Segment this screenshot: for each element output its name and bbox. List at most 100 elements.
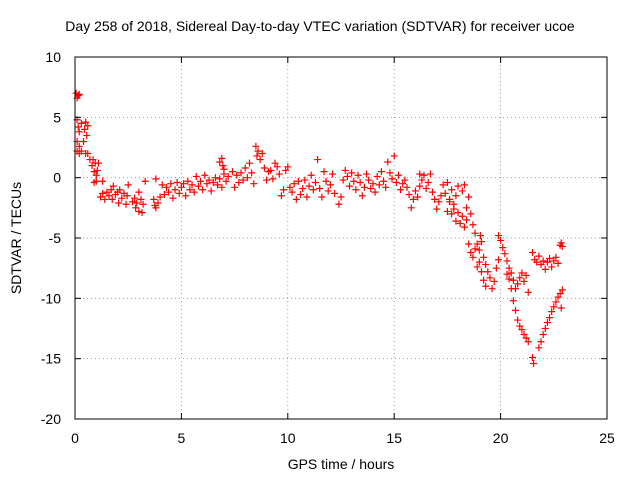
data-point — [501, 250, 509, 258]
data-point — [422, 185, 430, 193]
data-point — [494, 232, 502, 240]
data-point — [254, 147, 262, 155]
data-point — [407, 204, 415, 212]
data-point — [282, 166, 290, 174]
data-point — [318, 193, 326, 201]
data-point — [75, 128, 83, 136]
data-point — [214, 181, 222, 189]
data-point — [554, 259, 562, 267]
data-point — [115, 199, 123, 207]
data-point — [365, 176, 373, 184]
data-point — [530, 359, 538, 367]
data-point — [537, 338, 545, 346]
data-point — [169, 194, 177, 202]
data-point — [416, 170, 424, 178]
data-point — [82, 118, 90, 126]
data-point — [384, 158, 392, 166]
data-point — [128, 198, 136, 206]
x-axis-label: GPS time / hours — [287, 456, 395, 472]
data-point — [456, 220, 464, 228]
y-tick-label: -5 — [49, 230, 62, 246]
data-point — [522, 334, 530, 342]
data-point — [543, 258, 551, 266]
data-point — [557, 304, 565, 312]
data-point — [99, 177, 107, 185]
data-point — [139, 200, 147, 208]
data-point — [437, 192, 445, 200]
data-point — [337, 193, 345, 201]
data-point — [418, 176, 426, 184]
data-point — [469, 221, 477, 229]
data-point — [253, 152, 261, 160]
data-point — [373, 172, 381, 180]
data-point — [77, 147, 85, 155]
data-point — [216, 175, 224, 183]
data-point — [480, 253, 488, 261]
data-point — [377, 168, 385, 176]
data-point — [399, 180, 407, 188]
data-point — [473, 263, 481, 271]
data-point — [99, 189, 107, 197]
data-point — [475, 258, 483, 266]
data-point — [443, 178, 451, 186]
data-point — [507, 285, 515, 293]
data-point — [118, 194, 126, 202]
data-point — [222, 177, 230, 185]
data-point — [299, 185, 307, 193]
data-point — [156, 193, 164, 201]
data-point — [448, 210, 456, 218]
data-point — [546, 255, 554, 263]
data-point — [109, 182, 117, 190]
data-point — [516, 274, 524, 282]
data-point — [150, 195, 158, 203]
data-point — [546, 314, 554, 322]
y-tick-label: -15 — [41, 351, 61, 367]
data-point — [84, 122, 92, 130]
data-point — [301, 176, 309, 184]
chart-title: Day 258 of 2018, Sidereal Day-to-day VTE… — [65, 18, 575, 34]
data-point — [543, 318, 551, 326]
data-point — [103, 188, 111, 196]
data-point — [260, 164, 268, 172]
data-point — [548, 263, 556, 271]
data-point — [290, 180, 298, 188]
data-point — [505, 264, 513, 272]
data-point — [107, 186, 115, 194]
data-point — [331, 189, 339, 197]
data-point — [207, 187, 215, 195]
data-point — [460, 223, 468, 231]
data-point — [346, 182, 354, 190]
data-point — [535, 344, 543, 352]
data-point — [122, 200, 130, 208]
data-point — [75, 142, 83, 150]
data-point — [307, 171, 315, 179]
data-point — [535, 252, 543, 260]
data-point — [74, 92, 82, 100]
data-point — [439, 181, 447, 189]
x-tick-label: 25 — [599, 430, 615, 446]
data-point — [539, 257, 547, 265]
data-point — [173, 178, 181, 186]
data-point — [305, 182, 313, 190]
data-point — [124, 181, 132, 189]
data-point — [486, 274, 494, 282]
data-point — [471, 245, 479, 253]
data-point — [182, 192, 190, 200]
data-point — [75, 90, 83, 98]
data-point — [84, 150, 92, 158]
data-point — [74, 123, 82, 131]
data-point — [180, 180, 188, 188]
y-axis-label: SDTVAR / TECUs — [8, 181, 24, 295]
data-point — [292, 195, 300, 203]
data-point — [248, 169, 256, 177]
data-point — [529, 353, 537, 361]
data-point — [505, 275, 513, 283]
data-point — [239, 176, 247, 184]
data-point — [116, 186, 124, 194]
data-point — [186, 186, 194, 194]
data-point — [350, 177, 358, 185]
data-point — [197, 177, 205, 185]
data-point — [154, 199, 162, 207]
data-point — [343, 172, 351, 180]
data-point — [101, 195, 109, 203]
